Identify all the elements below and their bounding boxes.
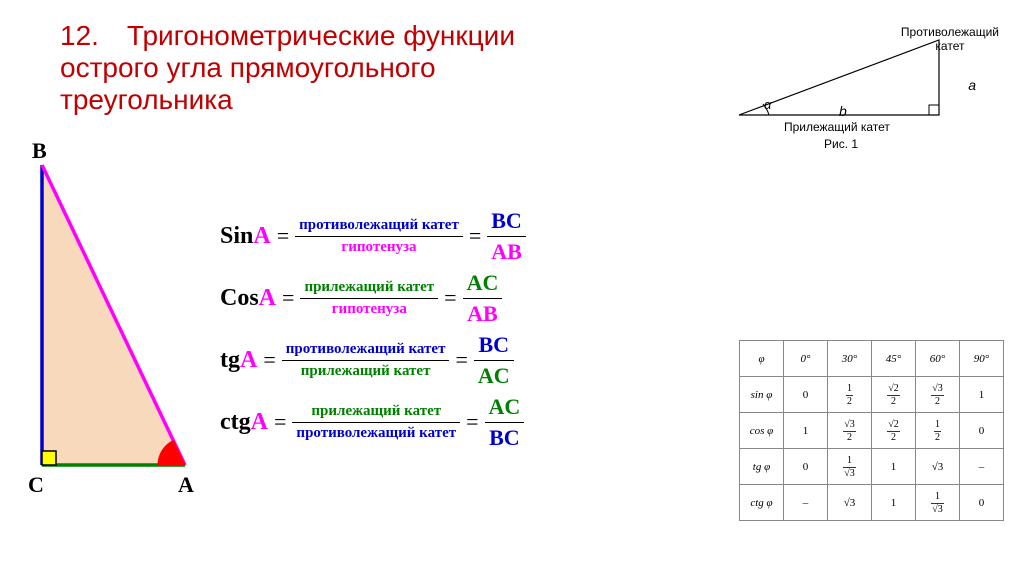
- value-cell: √32: [916, 377, 960, 413]
- value-cell: √3: [916, 449, 960, 485]
- row-label: ctg φ: [740, 485, 784, 521]
- side-a-label: a: [968, 77, 976, 93]
- denominator-word: гипотенуза: [300, 299, 438, 318]
- equals-sign: =: [263, 347, 275, 373]
- equals-sign: =: [274, 409, 286, 435]
- angle-label: A: [240, 347, 257, 374]
- table-header-cell: φ: [740, 341, 784, 377]
- value-cell: 0: [784, 449, 828, 485]
- word-fraction: прилежащий катетгипотенуза: [300, 279, 438, 318]
- table-header-cell: 45°: [872, 341, 916, 377]
- angle-label: A: [259, 285, 276, 312]
- value-cell: 0: [960, 413, 1004, 449]
- value-cell: 1√3: [828, 449, 872, 485]
- ratio-numerator: AC: [485, 394, 525, 422]
- formula-row-sin: SinA = противолежащий катетгипотенуза = …: [220, 205, 710, 267]
- table-row: sin φ012√22√321: [740, 377, 1004, 413]
- main-triangle-svg: [30, 160, 210, 490]
- figure-label: Рис. 1: [824, 137, 858, 151]
- value-cell: √22: [872, 377, 916, 413]
- ratio-fraction: BCAC: [474, 332, 514, 388]
- ratio-numerator: AC: [463, 270, 503, 298]
- trig-values-table: φ0°30°45°60°90°sin φ012√22√321cos φ1√32√…: [739, 340, 1004, 521]
- value-cell: √32: [828, 413, 872, 449]
- title-line3: треугольника: [60, 84, 233, 115]
- value-cell: 1: [872, 485, 916, 521]
- ratio-denominator: AB: [463, 299, 503, 326]
- value-cell: 1: [872, 449, 916, 485]
- word-fraction: противолежащий катетгипотенуза: [295, 217, 463, 256]
- value-cell: 12: [916, 413, 960, 449]
- equals-sign: =: [455, 347, 467, 373]
- side-b-label: b: [839, 103, 847, 119]
- table-row: tg φ01√31√3–: [740, 449, 1004, 485]
- adjacent-leg-label: Прилежащий катет: [784, 120, 890, 134]
- table-header-cell: 30°: [828, 341, 872, 377]
- value-cell: 0: [784, 377, 828, 413]
- table-row: ctg φ–√311√30: [740, 485, 1004, 521]
- angle-alpha-label: α: [764, 97, 771, 112]
- table-header-row: φ0°30°45°60°90°: [740, 341, 1004, 377]
- ratio-denominator: BC: [485, 423, 525, 450]
- func-name: ctg: [220, 409, 251, 436]
- reference-triangle: Противолежащий катет a α b Прилежащий ка…: [734, 25, 994, 125]
- ratio-denominator: AB: [487, 237, 526, 264]
- numerator-word: противолежащий катет: [282, 341, 450, 361]
- equals-sign: =: [466, 409, 478, 435]
- denominator-word: противолежащий катет: [292, 423, 460, 442]
- page-title: 12. Тригонометрические функции острого у…: [60, 20, 515, 116]
- value-cell: –: [784, 485, 828, 521]
- row-label: cos φ: [740, 413, 784, 449]
- row-label: tg φ: [740, 449, 784, 485]
- numerator-word: противолежащий катет: [295, 217, 463, 237]
- value-cell: –: [960, 449, 1004, 485]
- value-cell: 1√3: [916, 485, 960, 521]
- equals-sign: =: [469, 223, 481, 249]
- ratio-fraction: ACBC: [485, 394, 525, 450]
- formula-row-ctg: ctgA = прилежащий катетпротиволежащий ка…: [220, 391, 710, 453]
- func-name: Cos: [220, 285, 259, 312]
- angle-label: A: [253, 223, 270, 250]
- formula-row-cos: CosA = прилежащий катетгипотенуза = ACAB: [220, 267, 710, 329]
- vertex-c-label: C: [28, 472, 44, 498]
- func-name: Sin: [220, 223, 253, 250]
- equals-sign: =: [282, 285, 294, 311]
- table-header-cell: 0°: [784, 341, 828, 377]
- numerator-word: прилежащий катет: [300, 279, 438, 299]
- value-cell: √22: [872, 413, 916, 449]
- ratio-numerator: BC: [487, 208, 526, 236]
- table-header-cell: 60°: [916, 341, 960, 377]
- formula-row-tg: tg A = противолежащий катетприлежащий ка…: [220, 329, 710, 391]
- table-row: cos φ1√32√22120: [740, 413, 1004, 449]
- value-cell: √3: [828, 485, 872, 521]
- ratio-fraction: BCAB: [487, 208, 526, 264]
- opposite-leg-label: Противолежащий катет: [901, 25, 999, 54]
- table-header-cell: 90°: [960, 341, 1004, 377]
- word-fraction: прилежащий катетпротиволежащий катет: [292, 403, 460, 442]
- vertex-b-label: B: [32, 138, 47, 164]
- denominator-word: гипотенуза: [295, 237, 463, 256]
- denominator-word: прилежащий катет: [282, 361, 450, 380]
- func-name: tg: [220, 347, 240, 374]
- value-cell: 1: [960, 377, 1004, 413]
- ratio-fraction: ACAB: [463, 270, 503, 326]
- equals-sign: =: [444, 285, 456, 311]
- value-cell: 12: [828, 377, 872, 413]
- vertex-a-label: A: [178, 472, 194, 498]
- value-cell: 0: [960, 485, 1004, 521]
- angle-label: A: [251, 409, 268, 436]
- formula-list: SinA = противолежащий катетгипотенуза = …: [220, 205, 710, 453]
- row-label: sin φ: [740, 377, 784, 413]
- value-cell: 1: [784, 413, 828, 449]
- title-line2: острого угла прямоугольного: [60, 52, 436, 83]
- numerator-word: прилежащий катет: [292, 403, 460, 423]
- title-line1: 12. Тригонометрические функции: [60, 20, 515, 51]
- equals-sign: =: [277, 223, 289, 249]
- word-fraction: противолежащий катетприлежащий катет: [282, 341, 450, 380]
- main-triangle: B C A: [30, 160, 210, 490]
- ratio-numerator: BC: [474, 332, 514, 360]
- ratio-denominator: AC: [474, 361, 514, 388]
